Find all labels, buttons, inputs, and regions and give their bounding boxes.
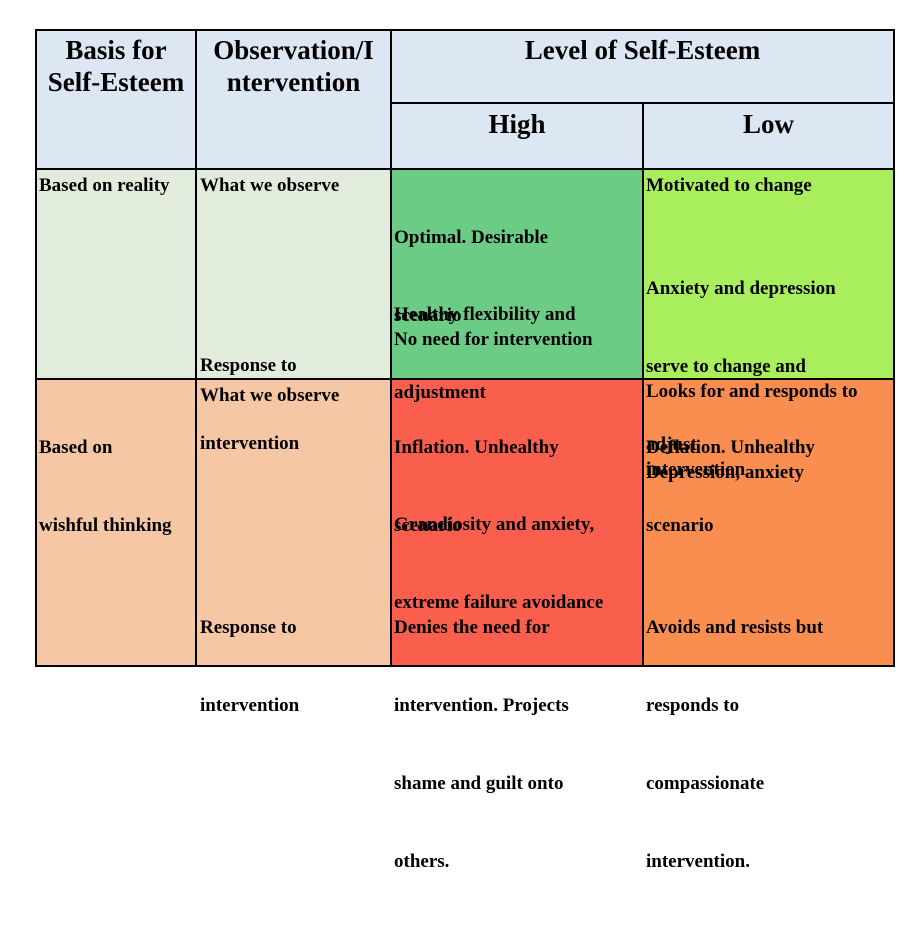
header-high: High <box>488 109 546 139</box>
reality-low-response-line1: Looks for and responds to <box>646 381 858 402</box>
reality-low-observe-2: Anxiety and depression serve to change a… <box>646 224 836 510</box>
wishful-high-observe-2-line1: Grandiosity and anxiety, <box>394 514 595 535</box>
reality-high-observe-1-line1: Optimal. Desirable <box>394 227 549 248</box>
reality-high-response: No need for intervention <box>394 329 593 350</box>
wishful-low-response-line3: compassionate <box>646 773 765 794</box>
reality-high-observe-2-line2: adjustment <box>394 382 486 403</box>
wishful-observe-label: What we observe <box>200 385 340 406</box>
wishful-high-response-line4: others. <box>394 851 450 872</box>
wishful-low-observe-1-line1: Deflation. Unhealthy <box>646 437 815 458</box>
reality-low-response-line2: intervention <box>646 459 746 480</box>
reality-high-observe-1-line2: scenario <box>394 305 462 326</box>
wishful-left-cells <box>36 379 391 666</box>
border-top <box>35 29 895 31</box>
border-col4 <box>642 103 644 667</box>
wishful-low-observe-1-line2: scenario <box>646 515 714 536</box>
wishful-high-observe-1: Inflation. Unhealthy scenario <box>394 383 559 591</box>
border-right <box>893 29 895 667</box>
header-low: Low <box>742 109 794 139</box>
reality-left-cells <box>36 169 391 379</box>
wishful-low-cell <box>643 379 894 666</box>
header-level: Level of Self-Esteem <box>524 35 761 65</box>
reality-low-cell <box>643 169 894 379</box>
wishful-high-cell <box>391 379 643 666</box>
header-row-1 <box>36 30 894 103</box>
wishful-basis-line2: wishful thinking <box>39 515 172 536</box>
border-left <box>35 29 37 667</box>
wishful-response-label-line2: intervention <box>200 695 300 716</box>
wishful-high-observe-2-line2: extreme failure avoidance <box>394 592 604 613</box>
reality-basis: Based on reality <box>39 175 170 196</box>
border-col2 <box>195 29 197 667</box>
reality-high-observe-2-line1: Healthy flexibility and <box>394 304 576 325</box>
reality-low-response: Looks for and responds to intervention <box>646 327 858 535</box>
reality-high-observe-2: Healthy flexibility and adjustment <box>394 250 576 458</box>
reality-high-cell <box>391 169 643 379</box>
border-row-split <box>35 378 895 380</box>
reality-high-observe-1: Optimal. Desirable scenario <box>394 173 548 381</box>
reality-response-label-line2: intervention <box>200 433 300 454</box>
wishful-high-observe-1-line1: Inflation. Unhealthy <box>394 437 559 458</box>
wishful-high-response: Denies the need for intervention. Projec… <box>394 563 569 927</box>
wishful-low-response-line4: intervention. <box>646 851 750 872</box>
wishful-high-response-line2: intervention. Projects <box>394 695 569 716</box>
wishful-low-observe-2: Depression, anxiety <box>646 462 804 483</box>
header-basis: Basis for Self-Esteem <box>36 34 196 98</box>
border-col3 <box>390 29 392 667</box>
reality-observe-label: What we observe <box>200 175 340 196</box>
reality-response-label: Response to intervention <box>200 301 299 509</box>
wishful-high-response-line3: shame and guilt onto <box>394 773 564 794</box>
reality-response-label-line1: Response to <box>200 355 297 376</box>
wishful-response-label: Response to intervention <box>200 563 299 771</box>
wishful-basis: Based on wishful thinking <box>39 383 172 591</box>
wishful-high-observe-2: Grandiosity and anxiety, extreme failure… <box>394 460 603 668</box>
header-basis-line2: Self-Esteem <box>47 67 185 97</box>
wishful-low-response: Avoids and resists but responds to compa… <box>646 563 823 927</box>
reality-low-observe-2-line3: adjust <box>646 434 697 455</box>
header-basis-line1: Basis for <box>65 35 167 65</box>
wishful-low-response-line1: Avoids and resists but <box>646 617 824 638</box>
wishful-high-observe-1-line2: scenario <box>394 515 462 536</box>
header-row-2 <box>36 103 894 169</box>
header-observation-line1: Observation/I <box>213 35 374 65</box>
wishful-high-response-line1: Denies the need for <box>394 617 550 638</box>
header-observation: Observation/I ntervention <box>196 34 391 98</box>
reality-low-observe-2-line2: serve to change and <box>646 356 806 377</box>
border-header-bottom <box>35 168 895 170</box>
border-bottom <box>35 665 895 667</box>
wishful-low-response-line2: responds to <box>646 695 740 716</box>
header-observation-line2: ntervention <box>226 67 361 97</box>
wishful-low-observe-1: Deflation. Unhealthy scenario <box>646 383 815 591</box>
wishful-basis-line1: Based on <box>39 437 113 458</box>
reality-low-observe-1: Motivated to change <box>646 175 812 196</box>
reality-low-observe-2-line1: Anxiety and depression <box>646 278 836 299</box>
wishful-response-label-line1: Response to <box>200 617 297 638</box>
